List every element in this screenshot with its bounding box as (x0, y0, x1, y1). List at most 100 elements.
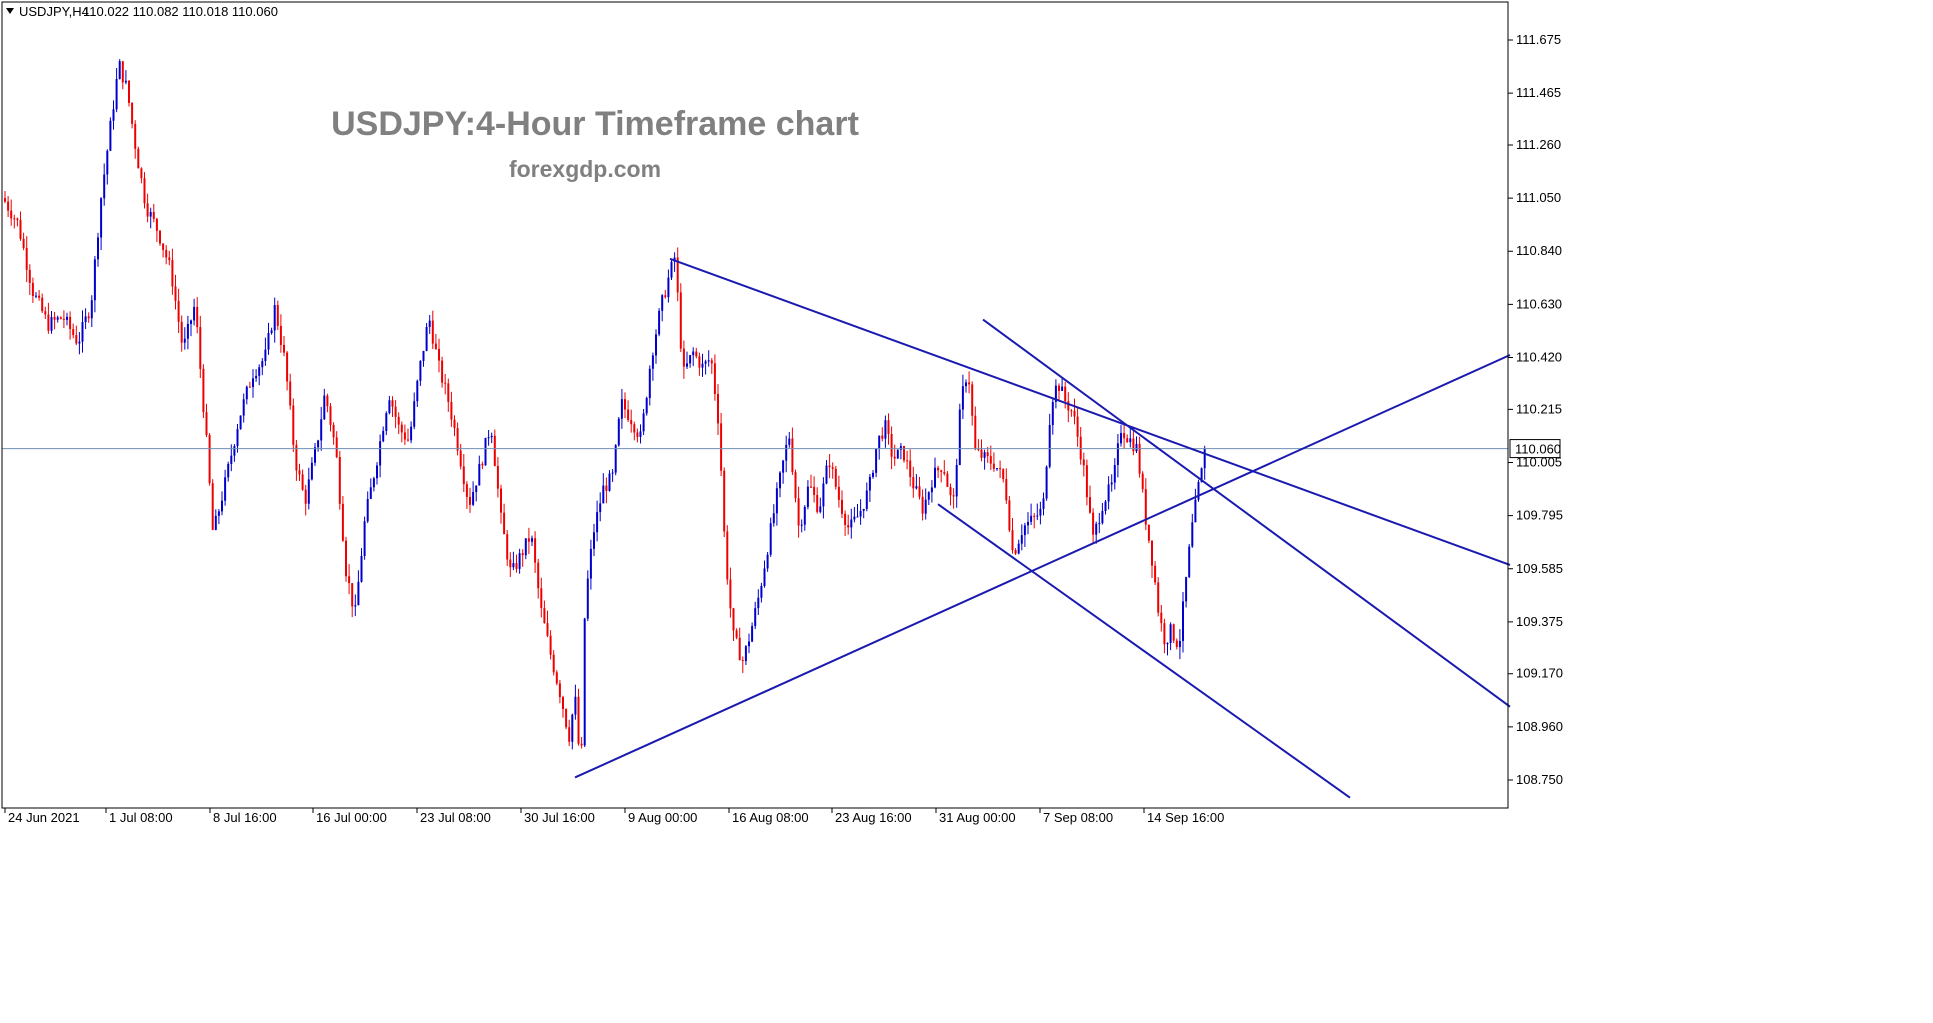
candle-body (695, 351, 698, 357)
candle-body (177, 300, 180, 322)
candle-body (965, 382, 967, 387)
candle-body (69, 316, 72, 330)
candle-body (230, 455, 233, 464)
candle-body (1163, 623, 1166, 645)
candle-body (1132, 438, 1135, 452)
candle-body (1110, 482, 1113, 485)
candle-body (717, 393, 719, 424)
candle-body (1175, 640, 1178, 648)
candle-body (351, 583, 354, 607)
candle-body (686, 363, 688, 367)
candle-body (723, 470, 726, 532)
candle-body (822, 483, 825, 507)
candle-body (403, 432, 406, 440)
candle-body (326, 395, 329, 407)
candle-body (81, 322, 84, 342)
candle-body (475, 485, 478, 492)
candle-body (775, 488, 778, 514)
candle-body (286, 352, 289, 382)
candle-body (1054, 385, 1057, 402)
trendline[interactable] (669, 257, 1511, 566)
candle-body (766, 554, 769, 569)
candle-body (363, 521, 366, 556)
candle-body (329, 406, 332, 425)
candle-body (946, 473, 949, 487)
candle-body (986, 452, 989, 457)
candle-body (159, 230, 161, 244)
candle-body (267, 333, 270, 350)
candle-body (1098, 523, 1101, 525)
candle-body (388, 400, 391, 414)
candle-body (636, 432, 639, 437)
candle-body (940, 470, 943, 473)
candle-body (146, 203, 149, 217)
candle-body (1166, 642, 1169, 645)
candle-body (261, 361, 264, 368)
candle-body (258, 367, 261, 376)
candle-body (419, 360, 422, 381)
trendline[interactable] (982, 318, 1511, 708)
candle-body (890, 434, 893, 457)
candle-body (7, 201, 10, 211)
candle-body (555, 672, 558, 684)
candle-body (881, 435, 884, 439)
candle-body (10, 210, 13, 219)
candle-body (456, 428, 459, 451)
trendline[interactable] (574, 354, 1511, 779)
x-tick-label: 30 Jul 16:00 (524, 810, 595, 825)
candle-body (376, 465, 378, 479)
candle-body (1036, 515, 1039, 517)
candle-body (1120, 433, 1122, 444)
triangle-down-icon[interactable] (6, 8, 14, 14)
candle-body (13, 218, 16, 220)
candle-body (283, 344, 285, 353)
candle-body (1135, 443, 1138, 452)
candle-body (369, 487, 372, 499)
candle-body (1002, 469, 1005, 480)
candle-body (252, 378, 254, 387)
candle-body (878, 435, 881, 449)
candle-body (205, 412, 208, 436)
candle-body (469, 496, 471, 505)
trendlines-layer[interactable] (574, 257, 1511, 799)
candle-body (952, 495, 955, 497)
candle-body (22, 238, 25, 249)
candle-body (103, 174, 106, 199)
candle-body (1027, 521, 1029, 526)
candle-body (701, 363, 704, 368)
candle-body (689, 355, 692, 364)
candle-body (577, 696, 580, 744)
candle-body (16, 218, 19, 221)
candle-body (741, 660, 744, 662)
candle-body (642, 413, 645, 432)
svg-text:110.060: 110.060 (1515, 442, 1561, 457)
candle-body (162, 243, 165, 250)
candle-body (450, 401, 453, 420)
candle-body (667, 277, 670, 298)
candle-body (1045, 466, 1048, 499)
candle-body (605, 485, 608, 491)
candle-body (31, 282, 34, 296)
candle-body (75, 334, 78, 344)
candle-body (772, 513, 775, 524)
candle-body (38, 295, 41, 298)
candle-body (859, 510, 862, 517)
candle-body (1005, 479, 1008, 501)
candle-body (1123, 433, 1126, 439)
candle-body (806, 486, 809, 507)
candle-body (190, 320, 192, 324)
trendline[interactable] (937, 503, 1351, 799)
candle-body (751, 626, 754, 642)
candle-body (903, 446, 905, 461)
candle-body (62, 318, 65, 320)
candle-body (549, 635, 552, 655)
candle-body (338, 456, 341, 504)
candle-body (515, 563, 518, 569)
candles-layer (4, 59, 1206, 750)
candle-body (193, 306, 196, 321)
candle-body (25, 248, 28, 270)
candle-body (270, 330, 273, 334)
candle-body (844, 513, 847, 526)
chart-title: USDJPY:4-Hour Timeframe chart (331, 105, 859, 143)
